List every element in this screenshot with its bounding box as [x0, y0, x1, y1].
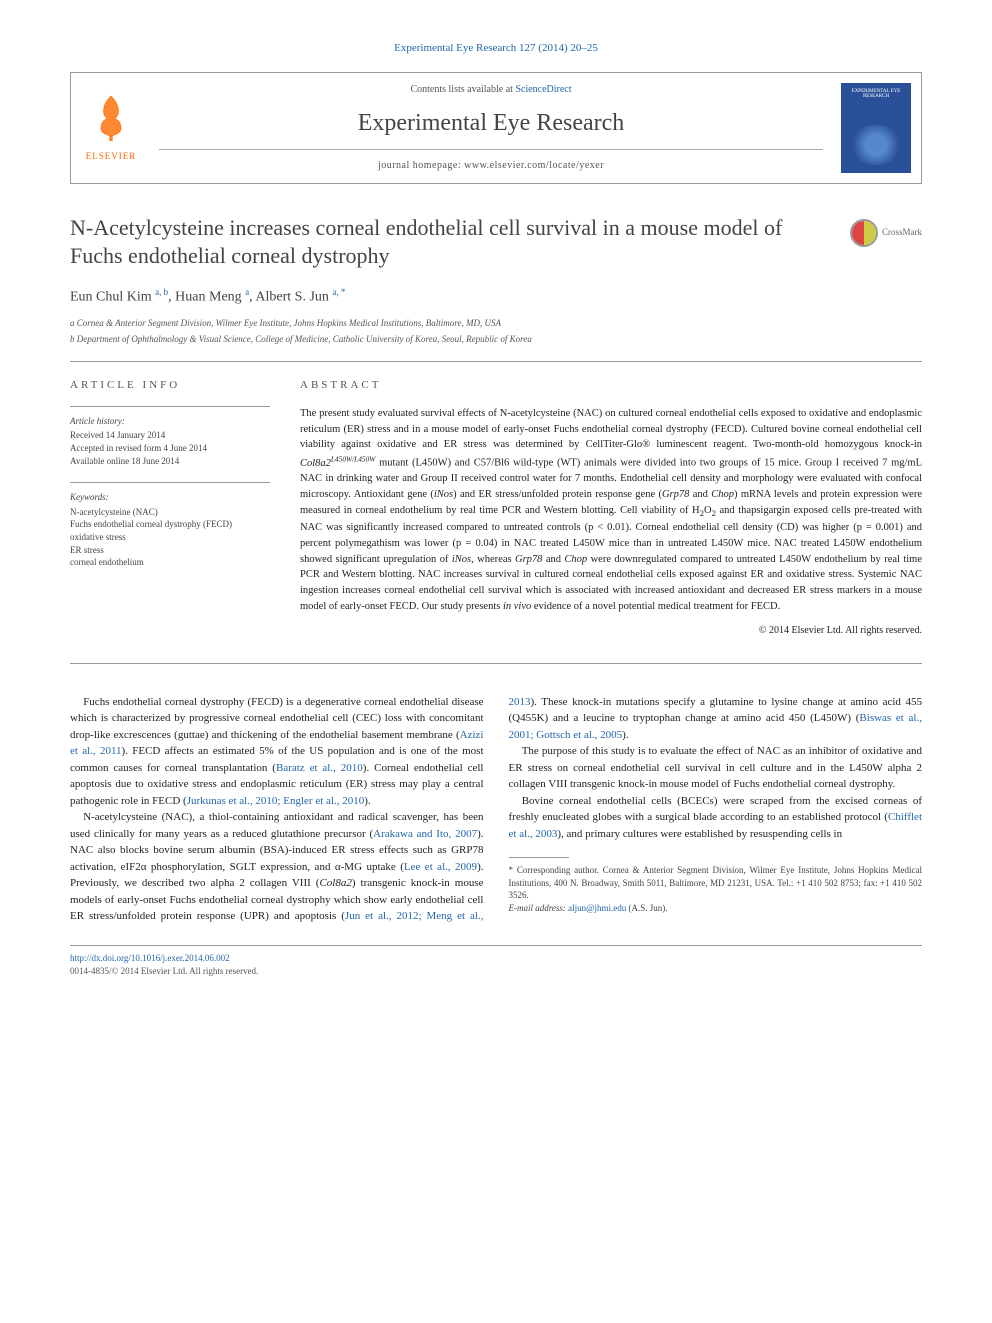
cite-arakawa[interactable]: Arakawa and Ito, 2007	[373, 828, 477, 840]
p2-em1: Col8a2	[319, 877, 351, 889]
contents-prefix: Contents lists available at	[410, 84, 515, 95]
history-title: Article history:	[70, 415, 270, 428]
email-suffix: (A.S. Jun).	[626, 903, 667, 913]
cover-title: EXPERIMENTAL EYE RESEARCH	[841, 89, 911, 100]
elsevier-logo: ELSEVIER	[71, 81, 151, 174]
keyword-4: ER stress	[70, 544, 270, 557]
journal-name: Experimental Eye Research	[159, 105, 823, 141]
keywords-block: Keywords: N-acetylcysteine (NAC) Fuchs e…	[70, 482, 270, 569]
crossmark-badge[interactable]: CrossMark	[850, 219, 922, 247]
author-2: , Huan Meng	[168, 289, 245, 304]
p4-b: ), and primary cultures were established…	[557, 828, 842, 840]
citation-header: Experimental Eye Research 127 (2014) 20–…	[70, 40, 922, 57]
p4-a: Bovine corneal endothelial cells (BCECs)…	[509, 795, 923, 824]
cite-jurkunas[interactable]: Jurkunas et al., 2010; Engler et al., 20…	[187, 795, 365, 807]
body-p1: Fuchs endothelial corneal dystrophy (FEC…	[70, 694, 484, 810]
authors-line: Eun Chul Kim a, b, Huan Meng a, Albert S…	[70, 286, 922, 308]
footnote-separator	[509, 857, 569, 858]
keyword-1: N-acetylcysteine (NAC)	[70, 506, 270, 519]
footer-separator	[70, 945, 922, 946]
crossmark-label: CrossMark	[882, 226, 922, 240]
sciencedirect-link[interactable]: ScienceDirect	[515, 84, 571, 95]
article-history: Article history: Received 14 January 201…	[70, 406, 270, 467]
p1-d: ).	[364, 795, 370, 807]
keyword-3: oxidative stress	[70, 531, 270, 544]
crossmark-icon	[850, 219, 878, 247]
body-p4: Bovine corneal endothelial cells (BCECs)…	[509, 793, 923, 843]
copyright-line: © 2014 Elsevier Ltd. All rights reserved…	[300, 623, 922, 638]
elsevier-tree-icon	[86, 91, 136, 141]
article-info-label: ARTICLE INFO	[70, 377, 270, 394]
contents-line: Contents lists available at ScienceDirec…	[159, 82, 823, 97]
issn-line: 0014-4835/© 2014 Elsevier Ltd. All right…	[70, 965, 922, 979]
affiliations: a Cornea & Anterior Segment Division, Wi…	[70, 317, 922, 346]
corr-author-text: * Corresponding author. Cornea & Anterio…	[509, 864, 923, 902]
elsevier-label: ELSEVIER	[81, 150, 141, 164]
history-accepted: Accepted in revised form 4 June 2014	[70, 442, 270, 455]
abstract-label: ABSTRACT	[300, 377, 922, 394]
cite-baratz[interactable]: Baratz et al., 2010	[276, 762, 363, 774]
journal-homepage: journal homepage: www.elsevier.com/locat…	[159, 158, 823, 173]
p1-a: Fuchs endothelial corneal dystrophy (FEC…	[70, 696, 484, 741]
keyword-2: Fuchs endothelial corneal dystrophy (FEC…	[70, 518, 270, 531]
article-title: N-Acetylcysteine increases corneal endot…	[70, 214, 922, 271]
homepage-url[interactable]: www.elsevier.com/locate/yexer	[464, 160, 604, 171]
body-p3: The purpose of this study is to evaluate…	[509, 743, 923, 793]
history-online: Available online 18 June 2014	[70, 455, 270, 468]
affiliation-a: a Cornea & Anterior Segment Division, Wi…	[70, 317, 922, 331]
author-1: Eun Chul Kim	[70, 289, 155, 304]
p2-f: ).	[622, 729, 628, 741]
corresponding-footnote: * Corresponding author. Cornea & Anterio…	[509, 857, 923, 914]
author-3: , Albert S. Jun	[249, 289, 332, 304]
email-link[interactable]: aljun@jhmi.edu	[568, 903, 626, 913]
keyword-5: corneal endothelium	[70, 556, 270, 569]
history-received: Received 14 January 2014	[70, 429, 270, 442]
author-3-affil: a,	[332, 287, 341, 297]
corresponding-star: *	[341, 287, 346, 297]
journal-header-box: ELSEVIER Contents lists available at Sci…	[70, 72, 922, 184]
cite-lee[interactable]: Lee et al., 2009	[404, 861, 477, 873]
homepage-prefix: journal homepage:	[378, 160, 464, 171]
journal-cover-thumbnail: EXPERIMENTAL EYE RESEARCH	[841, 83, 911, 173]
abstract-text: The present study evaluated survival eff…	[300, 406, 922, 615]
keywords-title: Keywords:	[70, 491, 270, 504]
body-text: Fuchs endothelial corneal dystrophy (FEC…	[70, 694, 922, 925]
cover-image-icon	[849, 125, 903, 165]
email-label: E-mail address:	[509, 903, 569, 913]
doi-link[interactable]: http://dx.doi.org/10.1016/j.exer.2014.06…	[70, 952, 922, 966]
affiliation-b: b Department of Ophthalmology & Visual S…	[70, 333, 922, 347]
author-1-affil: a, b	[155, 287, 168, 297]
